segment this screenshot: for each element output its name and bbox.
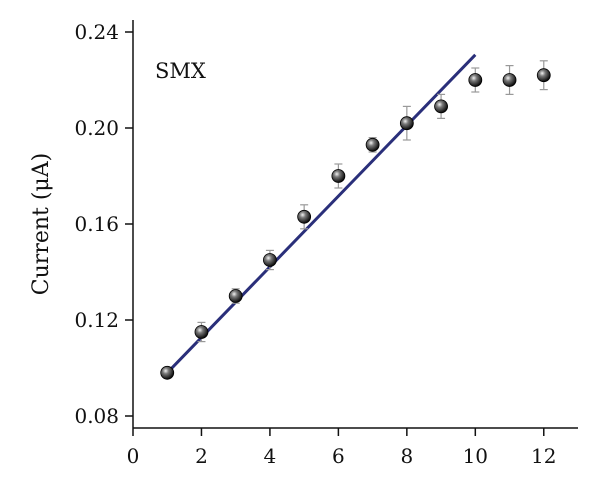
data-points (160, 60, 551, 380)
data-point (263, 249, 277, 271)
x-tick-label: 8 (400, 444, 413, 468)
data-point (536, 60, 551, 91)
y-tick-label: 0.08 (74, 404, 119, 428)
x-tick-label: 4 (264, 444, 277, 468)
y-tick-label: 0.24 (74, 20, 119, 44)
data-marker (331, 169, 346, 183)
x-tick-label: 12 (531, 444, 556, 468)
data-marker (365, 137, 380, 152)
x-tick-label: 2 (195, 444, 208, 468)
data-marker (263, 253, 277, 267)
x-tick-label: 10 (463, 444, 488, 468)
data-point (502, 64, 517, 96)
data-point (194, 321, 209, 343)
data-point (228, 288, 243, 304)
data-point (399, 105, 414, 141)
data-marker (194, 325, 209, 339)
x-tick-label: 0 (127, 444, 140, 468)
y-axis-label: Current (μA) (29, 153, 54, 295)
data-marker (160, 365, 175, 380)
data-marker (297, 209, 312, 224)
x-tick-label: 6 (332, 444, 345, 468)
data-point (160, 365, 175, 380)
data-point (297, 204, 312, 230)
y-tick-label: 0.16 (74, 212, 119, 236)
y-tick-label: 0.20 (74, 116, 119, 140)
data-marker (434, 99, 448, 114)
data-marker (468, 73, 483, 87)
data-point (468, 67, 483, 93)
data-point (365, 137, 380, 153)
fit-line-group (166, 53, 477, 374)
data-marker (228, 289, 243, 303)
linear-fit-line (166, 53, 477, 374)
chart-annotation: SMX (155, 59, 206, 83)
data-point (434, 93, 448, 120)
data-marker (502, 73, 517, 87)
data-marker (399, 116, 414, 131)
y-tick-label: 0.12 (74, 308, 119, 332)
axes (125, 20, 578, 436)
chart-labels: 0.08 0.12 0.16 0.20 0.24 0 2 4 6 8 10 12 Current (μA… (29, 20, 556, 468)
data-point (331, 163, 346, 189)
data-marker (536, 68, 551, 83)
